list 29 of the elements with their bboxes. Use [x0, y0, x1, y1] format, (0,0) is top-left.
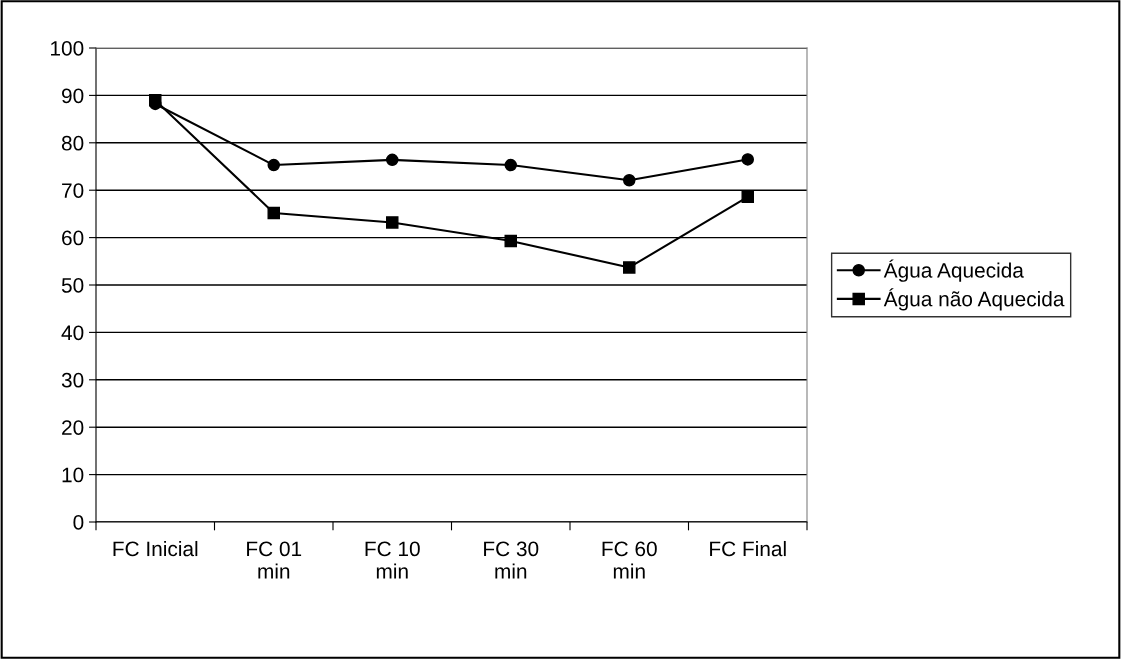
x-tick-label: FC 60 min [602, 541, 657, 579]
point [622, 173, 636, 187]
x-tick-label: FC 01 min [247, 541, 302, 579]
point [385, 216, 399, 229]
legend-label: Água não Aquecida [883, 288, 1065, 311]
point [622, 261, 636, 274]
point [385, 153, 399, 167]
y-tick-label: 50 [61, 278, 84, 293]
x-tick-label: FC 10 min [365, 541, 420, 579]
point [267, 158, 281, 172]
point [504, 234, 518, 248]
point [741, 190, 755, 204]
y-tick-label: 40 [61, 325, 84, 341]
y-tick-label: 70 [62, 183, 84, 198]
y-tick-label: 90 [62, 88, 84, 104]
y-tick-label: 30 [61, 372, 84, 388]
point [267, 206, 281, 220]
y-tick-label: 0 [73, 515, 84, 530]
y-tick-label: 80 [61, 135, 84, 151]
point [741, 153, 755, 166]
y-tick-label: 10 [62, 467, 84, 483]
point [504, 158, 518, 172]
legend-label: Água Aquecida [883, 259, 1024, 282]
x-tick-label: FC Inicial [113, 540, 198, 557]
y-tick-label: 20 [62, 420, 84, 435]
y-tick-label: 100 [51, 41, 84, 56]
x-tick-label: FC 30 min [484, 541, 539, 579]
y-tick-label: 60 [62, 230, 84, 246]
x-tick-label: FC Final [710, 540, 786, 557]
